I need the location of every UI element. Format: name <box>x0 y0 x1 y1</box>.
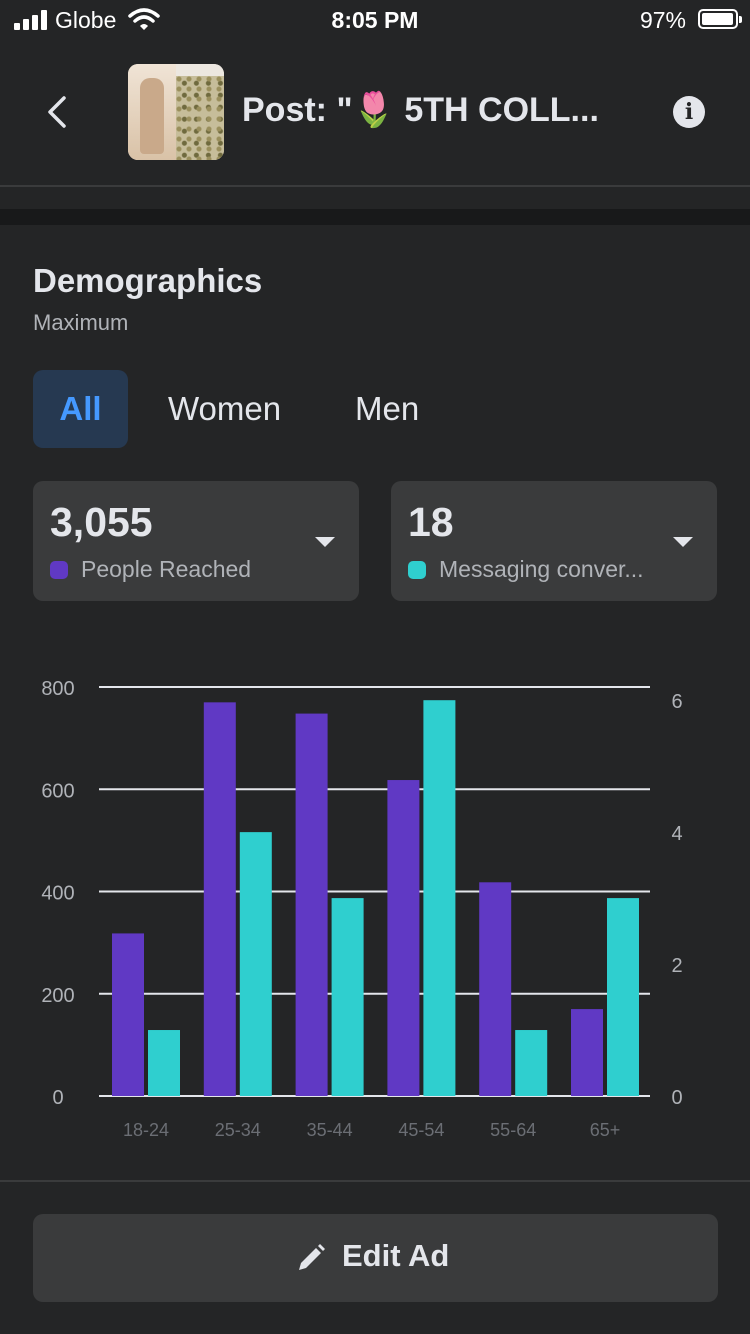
y-left-tick-label: 400 <box>41 883 74 905</box>
dropdown-caret-icon <box>673 537 693 547</box>
bar-messaging-25-34 <box>239 832 272 1096</box>
bar-people-reached-35-44 <box>295 713 328 1096</box>
tab-women[interactable]: Women <box>168 390 282 427</box>
info-icon[interactable]: i <box>673 96 705 128</box>
signal-strength-icon <box>14 10 48 30</box>
y-left-tick-label: 800 <box>41 678 74 700</box>
post-title: Post: "🌷 5TH COLL... <box>242 91 599 129</box>
bar-messaging-18-24 <box>148 1030 180 1096</box>
tab-all[interactable]: All <box>33 370 128 448</box>
metric-value: 18 <box>408 499 454 545</box>
post-thumbnail[interactable] <box>128 64 224 160</box>
x-tick-label: 55-64 <box>490 1120 536 1140</box>
section-separator <box>0 209 750 225</box>
bar-messaging-35-44 <box>331 898 364 1096</box>
header: Post: "🌷 5TH COLL... i <box>0 40 750 187</box>
metric-label: Messaging conver... <box>439 556 644 582</box>
status-time: 8:05 PM <box>331 7 419 33</box>
pencil-icon <box>299 1244 325 1270</box>
demographics-bar-chart: 800 600 400 200 0 6 4 2 0 18-24 25-34 35-44 45-54 55-… <box>41 678 682 1140</box>
edit-ad-label: Edit Ad <box>342 1238 450 1273</box>
metric-selector-messaging[interactable]: 18 Messaging conver... <box>391 481 717 601</box>
back-chevron-icon[interactable] <box>38 90 78 134</box>
section-subtitle: Maximum <box>33 310 129 335</box>
metric-label: People Reached <box>81 556 252 582</box>
bar-people-reached-55-64 <box>479 882 512 1096</box>
x-tick-label: 65+ <box>590 1120 621 1140</box>
battery-percent: 97% <box>639 7 686 33</box>
bar-people-reached-45-54 <box>387 780 420 1096</box>
y-right-tick-label: 0 <box>671 1087 682 1109</box>
edit-ad-button[interactable]: Edit Ad <box>33 1214 718 1302</box>
y-left-tick-label: 600 <box>41 780 74 802</box>
y-right-tick-label: 6 <box>671 691 682 713</box>
y-left-tick-label: 200 <box>41 985 74 1007</box>
status-bar: Globe 8:05 PM 97% <box>0 0 750 40</box>
metric-selector-people-reached[interactable]: 3,055 People Reached <box>33 481 359 601</box>
x-tick-label: 25-34 <box>215 1120 261 1140</box>
bar-people-reached-18-24 <box>112 933 144 1096</box>
carrier-name: Globe <box>55 7 117 33</box>
dropdown-caret-icon <box>315 537 335 547</box>
metric-value: 3,055 <box>50 499 153 545</box>
bar-people-reached-25-34 <box>203 702 236 1096</box>
legend-swatch <box>50 561 68 579</box>
bar-messaging-65+ <box>607 898 639 1096</box>
x-tick-label: 18-24 <box>123 1120 169 1140</box>
bar-messaging-55-64 <box>515 1030 548 1096</box>
wifi-icon <box>128 8 160 30</box>
y-left-tick-label: 0 <box>52 1087 63 1109</box>
battery-icon <box>698 9 742 29</box>
x-tick-label: 45-54 <box>398 1120 444 1140</box>
bar-people-reached-65+ <box>571 1009 603 1096</box>
y-right-tick-label: 4 <box>671 823 682 845</box>
tab-men[interactable]: Men <box>355 390 420 427</box>
footer-divider <box>0 1180 750 1182</box>
bar-messaging-45-54 <box>423 700 456 1096</box>
section-title: Demographics <box>33 262 263 299</box>
legend-swatch <box>408 561 426 579</box>
x-tick-label: 35-44 <box>307 1120 353 1140</box>
y-right-tick-label: 2 <box>671 955 682 977</box>
